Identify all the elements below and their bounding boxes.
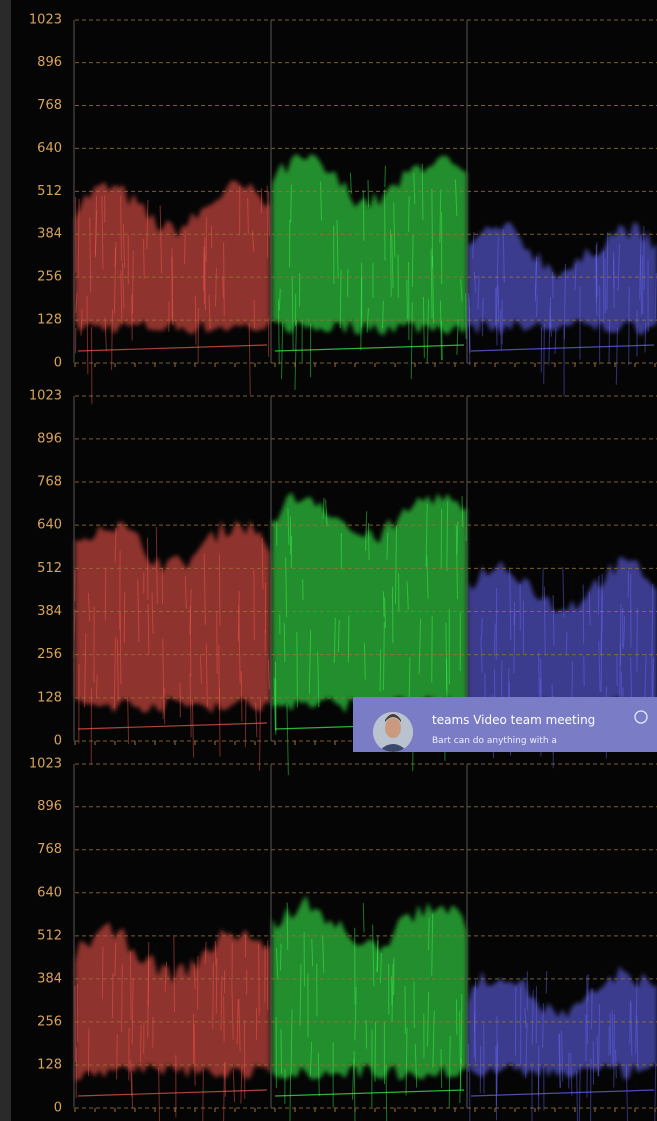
waveform-streak <box>215 941 216 965</box>
waveform-streak <box>190 607 191 677</box>
waveform-streak <box>461 994 462 1065</box>
y-tick-label: 1023 <box>29 389 62 404</box>
waveform-streak <box>544 324 545 384</box>
y-tick-label: 384 <box>37 604 62 619</box>
notification[interactable]: teams Video team meeting Bart can do any… <box>353 697 657 752</box>
y-tick-label: 768 <box>37 474 62 489</box>
scope-screen: 0 128 256 384 512 640 768 896 1023 0 128 256 384 512 6… <box>0 0 657 1121</box>
y-tick-label: 256 <box>37 647 62 662</box>
y-tick-label: 768 <box>37 98 62 113</box>
waveform-streak <box>363 190 364 241</box>
y-tick-label: 640 <box>37 885 62 900</box>
waveform-streak <box>614 1014 615 1087</box>
y-tick-label: 256 <box>37 270 62 285</box>
y-tick-label: 384 <box>37 227 62 242</box>
waveform-streak <box>245 697 246 747</box>
waveform-streak <box>224 242 225 316</box>
y-tick-label: 128 <box>37 690 62 705</box>
y-tick-label: 0 <box>54 1101 62 1116</box>
y-tick-label: 896 <box>37 55 62 70</box>
waveform-streak <box>375 1022 376 1082</box>
waveform-streak <box>205 238 206 311</box>
waveform-streak <box>587 975 588 1043</box>
waveform-streak <box>601 633 602 692</box>
waveform-streak <box>407 280 408 319</box>
waveform-streak <box>224 996 225 1042</box>
left-edge <box>0 0 11 1121</box>
waveform-streak <box>185 231 186 264</box>
waveform-streak <box>368 180 369 207</box>
y-tick-label: 128 <box>37 1057 62 1072</box>
y-tick-label: 128 <box>37 313 62 328</box>
waveform-streak <box>203 1069 204 1121</box>
waveform-streak <box>368 523 369 560</box>
avatar-image <box>373 712 413 752</box>
y-tick-label: 256 <box>37 1014 62 1029</box>
waveform-streak <box>213 963 214 1029</box>
y-tick-label: 512 <box>37 928 62 943</box>
waveform-streak <box>291 185 292 223</box>
waveform-streak <box>174 936 175 1011</box>
y-tick-label: 0 <box>54 734 62 749</box>
waveform-streak <box>148 942 149 1007</box>
waveform-streak <box>441 1049 442 1088</box>
waveform-streak <box>482 618 483 639</box>
y-tick-label: 1023 <box>29 13 62 28</box>
waveform-streak <box>241 671 242 722</box>
waveform-streak <box>284 623 285 662</box>
y-tick-label: 640 <box>37 518 62 533</box>
waveform-streak <box>348 616 349 663</box>
waveform-streak <box>117 1035 118 1080</box>
waveform-streak <box>432 616 433 682</box>
waveform-streak <box>614 252 615 309</box>
waveform-streak <box>366 1020 367 1049</box>
y-tick-label: 896 <box>37 431 62 446</box>
waveform-streak <box>592 988 593 1029</box>
waveform-streak <box>259 944 260 1015</box>
waveform-streak <box>422 164 423 220</box>
waveform-streak <box>609 320 610 364</box>
waveform-streak <box>112 973 113 1018</box>
waveform-streak <box>429 917 430 950</box>
y-tick-label: 896 <box>37 799 62 814</box>
y-tick-label: 640 <box>37 141 62 156</box>
waveform-streak <box>290 1073 291 1121</box>
waveform-streak <box>383 591 384 617</box>
waveform-streak <box>380 650 381 692</box>
waveform-streak <box>219 554 220 626</box>
waveform-streak <box>130 951 131 1020</box>
waveform-streak <box>441 509 442 568</box>
waveform-streak <box>140 1025 141 1063</box>
y-tick-label: 384 <box>37 971 62 986</box>
waveform-streak <box>603 251 604 323</box>
waveform-streak <box>385 166 386 188</box>
y-tick-label: 512 <box>37 184 62 199</box>
waveform-streak <box>219 688 220 757</box>
waveform-streak <box>605 258 606 313</box>
notification-title: teams Video team meeting <box>432 713 595 727</box>
y-tick-label: 768 <box>37 842 62 857</box>
waveform-streak <box>287 903 288 950</box>
y-tick-label: 0 <box>54 356 62 371</box>
waveform-streak <box>560 1034 561 1088</box>
waveform-streak <box>216 958 217 1014</box>
y-tick-label: 512 <box>37 561 62 576</box>
waveform-streak <box>409 196 410 231</box>
waveform-streak <box>546 971 547 993</box>
waveform-streak <box>297 632 298 707</box>
waveform-streak <box>566 632 567 654</box>
waveform-streak <box>105 569 106 621</box>
waveform-streak <box>281 1029 282 1074</box>
waveform-streak <box>598 576 599 615</box>
notification-body: Bart can do anything with a <box>432 736 557 746</box>
waveform-streak <box>144 239 145 279</box>
waveform-streak <box>280 944 281 971</box>
y-tick-label: 1023 <box>29 757 62 772</box>
waveform-streak <box>630 1003 631 1045</box>
waveform-streak <box>102 947 103 999</box>
